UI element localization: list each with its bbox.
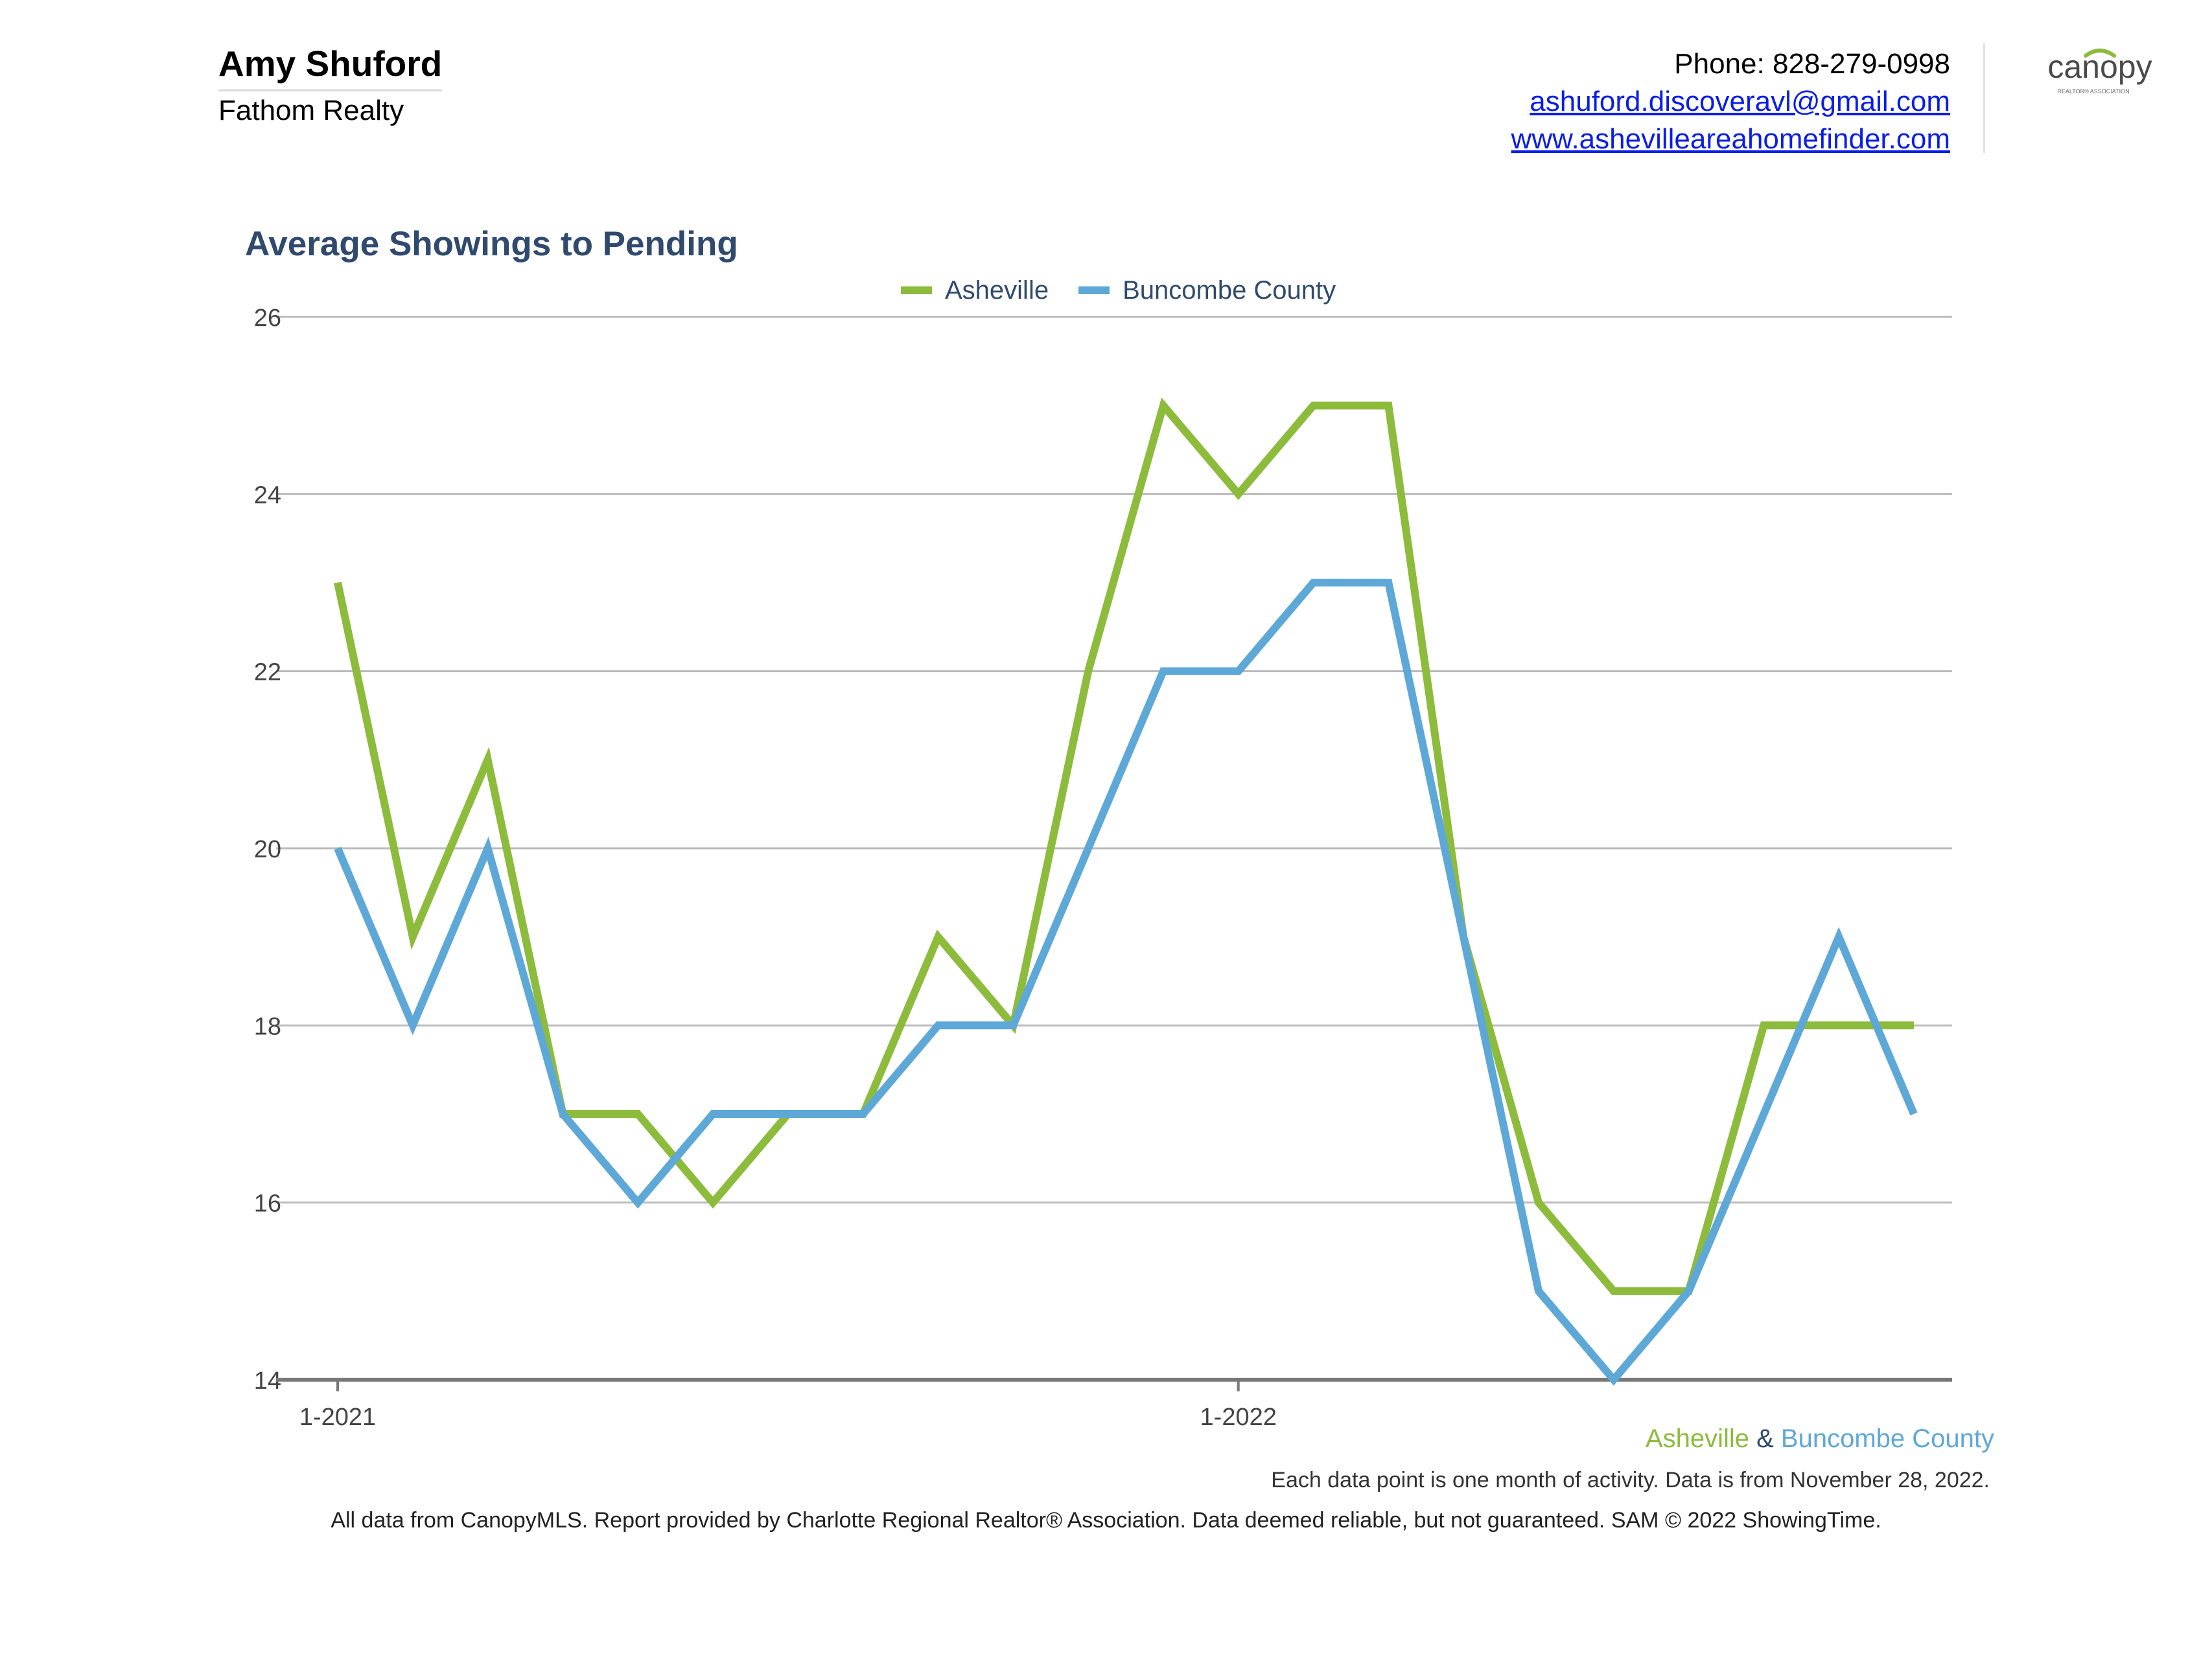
website-link[interactable]: www.ashevilleareahomefinder.com — [1511, 123, 1950, 155]
bottom-legend-asheville: Asheville — [1645, 1424, 1749, 1453]
x-tick-label: 1-2022 — [1200, 1404, 1277, 1431]
chart-legend: Asheville Buncombe County — [901, 271, 1366, 310]
phone-number: Phone: 828-279-0998 — [1674, 48, 1950, 80]
agent-company: Fathom Realty — [218, 95, 404, 126]
series-line-asheville — [334, 397, 1914, 1295]
agent-name: Amy Shuford — [218, 43, 443, 91]
bottom-legend-ampersand: & — [1756, 1424, 1774, 1453]
legend-item-buncombe: Buncombe County — [1078, 276, 1336, 305]
legend-label-buncombe: Buncombe County — [1123, 275, 1336, 305]
bottom-legend: Asheville & Buncombe County — [1646, 1424, 1994, 1454]
y-tick-label: 18 — [254, 1013, 281, 1040]
y-tick-label: 22 — [254, 659, 281, 686]
header-divider — [1983, 43, 1985, 153]
email-link[interactable]: ashuford.discoveravl@gmail.com — [1530, 86, 1950, 117]
canopy-logo: canopy REALTOR® ASSOCIATION — [2047, 49, 2152, 95]
data-footnote: Each data point is one month of activity… — [1271, 1468, 1990, 1492]
x-tick-label: 1-2021 — [299, 1404, 376, 1431]
legend-swatch-buncombe — [1078, 286, 1110, 294]
svg-text:REALTOR® ASSOCIATION: REALTOR® ASSOCIATION — [2057, 88, 2129, 95]
contact-block: Phone: 828-279-0998 ashuford.discoveravl… — [1511, 45, 1950, 158]
series-line-buncombe-county — [334, 579, 1918, 1386]
bottom-legend-buncombe: Buncombe County — [1780, 1424, 1994, 1453]
svg-text:canopy: canopy — [2047, 49, 2152, 85]
y-tick-label: 20 — [254, 836, 281, 863]
legend-item-asheville: Asheville — [901, 276, 1049, 305]
y-tick-label: 24 — [254, 481, 281, 509]
y-tick-label: 16 — [254, 1190, 281, 1218]
chart-title: Average Showings to Pending — [245, 225, 738, 263]
y-tick-label: 26 — [254, 305, 281, 332]
legend-swatch-asheville — [901, 286, 932, 294]
data-disclaimer: All data from CanopyMLS. Report provided… — [331, 1508, 1881, 1533]
legend-label-asheville: Asheville — [945, 275, 1049, 305]
